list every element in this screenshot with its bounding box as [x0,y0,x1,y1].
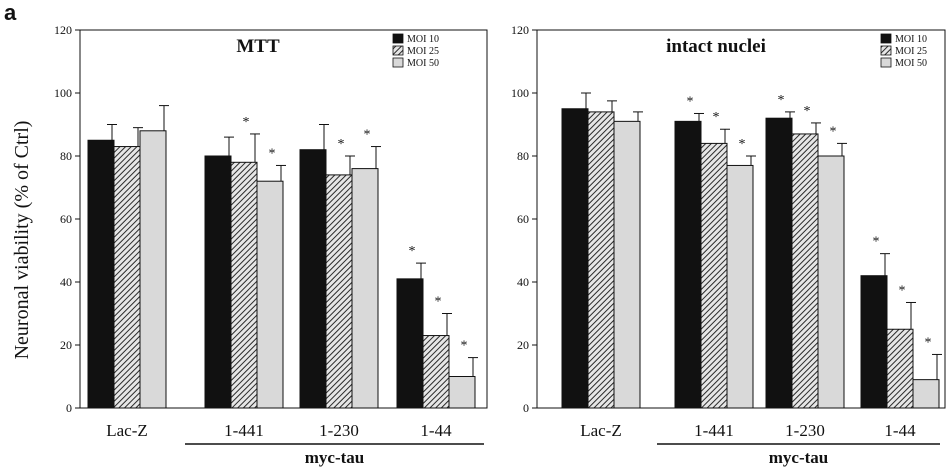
y-tick-label: 0 [66,401,72,415]
bar [674,120,702,409]
legend-swatch [392,33,404,44]
bar [817,155,845,409]
legend-entry: MOI 25 [895,46,927,57]
significance-star: * [269,146,276,161]
bar [87,139,115,409]
significance-star: * [804,104,811,119]
legend-entry: MOI 25 [407,46,439,57]
y-tick-label: 100 [54,86,72,100]
bar [325,174,353,409]
bar [139,130,167,409]
significance-star: * [461,339,468,354]
y-tick-label: 40 [60,275,72,289]
y-tick-label: 80 [517,149,529,163]
bar [765,117,793,409]
legend-entry: MOI 10 [895,34,927,45]
bar [204,155,232,409]
y-tick-label: 20 [60,338,72,352]
bar [912,379,940,409]
chart-mtt: 0 20 40 60 80 100 120 MTT Lac-Z * * 1-441 * * 1-230 * * *… [54,23,488,467]
significance-star: * [364,128,371,143]
chart-title: intact nuclei [666,36,766,57]
x-tick-label: Lac-Z [106,421,148,440]
chart-intact-nuclei: 0 20 40 60 80 100 120 intact nuclei Lac-Z * * * 1-44… [511,23,946,467]
bar [299,149,327,409]
bar [422,335,450,409]
significance-star: * [409,244,416,259]
bar [700,142,728,409]
significance-star: * [713,110,720,125]
bar [587,111,615,409]
y-tick-label: 80 [60,149,72,163]
legend-swatch [880,45,892,56]
panel-letter: a [4,0,17,25]
bar [113,146,141,409]
significance-star: * [899,283,906,298]
bar [561,108,589,409]
bar [351,168,379,409]
legend-swatch [392,57,404,68]
significance-star: * [739,137,746,152]
group-label: myc-tau [305,448,364,467]
y-tick-label: 0 [523,401,529,415]
significance-star: * [338,137,345,152]
bar [230,161,258,409]
bar [396,278,424,409]
significance-star: * [830,124,837,139]
y-tick-label: 40 [517,275,529,289]
x-tick-label: 1-230 [319,421,359,440]
y-tick-label: 60 [517,212,529,226]
legend-entry: MOI 10 [407,34,439,45]
x-tick-label: Lac-Z [580,421,622,440]
bar [448,376,476,409]
bar [791,133,819,409]
legend-entry: MOI 50 [895,58,927,69]
significance-star: * [778,93,785,108]
bar [726,164,754,409]
bar [860,275,888,409]
significance-star: * [925,335,932,350]
significance-star: * [243,115,250,130]
bar [886,328,914,409]
x-tick-label: 1-230 [785,421,825,440]
significance-star: * [687,94,694,109]
y-tick-label: 100 [511,86,529,100]
y-tick-label: 60 [60,212,72,226]
legend-swatch [392,45,404,56]
x-tick-label: 1-441 [694,421,734,440]
bar [613,120,641,409]
y-tick-label: 20 [517,338,529,352]
x-tick-label: 1-441 [224,421,264,440]
legend-swatch [880,33,892,44]
legend-entry: MOI 50 [407,58,439,69]
bar [256,180,284,409]
y-axis-label: Neuronal viability (% of Ctrl) [11,121,33,360]
x-tick-label: 1-44 [884,421,916,440]
y-tick-label: 120 [511,23,529,37]
chart-title: MTT [236,36,280,57]
significance-star: * [873,235,880,250]
group-label: myc-tau [769,448,828,467]
legend-swatch [880,57,892,68]
x-tick-label: 1-44 [420,421,452,440]
y-tick-label: 120 [54,23,72,37]
significance-star: * [435,295,442,310]
